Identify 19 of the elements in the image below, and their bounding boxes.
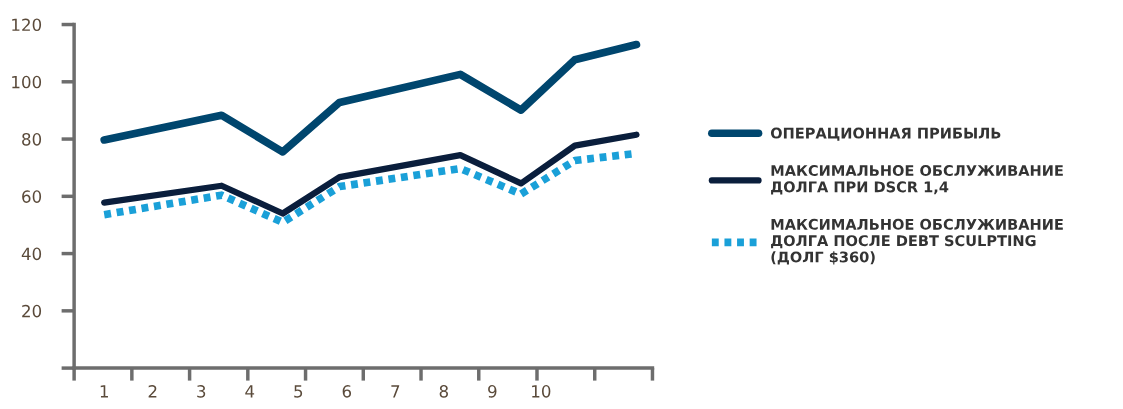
- x-tick-label: 9: [488, 385, 497, 398]
- x-tick-label: 5: [294, 385, 303, 398]
- x-tick-label: 8: [439, 385, 448, 398]
- x-tick-label: 6: [342, 385, 352, 398]
- legend-label: МАКСИМАЛЬНОЕ ОБСЛУЖИВАНИЕ ДОЛГА ПРИ DSCR 1,4: [771, 165, 1063, 195]
- x-tick-label: 2: [148, 385, 157, 398]
- legend-label: МАКСИМАЛЬНОЕ ОБСЛУЖИВАНИЕ ДОЛГА ПОСЛЕ DEBT SCULPTING (ДОЛГ $360): [771, 218, 1063, 265]
- x-tick-label: 1: [100, 385, 108, 398]
- y-tick-label: 60: [22, 190, 42, 203]
- y-tick-label: 80: [22, 133, 42, 146]
- x-tick-label: 3: [197, 385, 206, 398]
- y-tick-label: 100: [12, 75, 42, 89]
- y-tick-label: 40: [21, 247, 42, 261]
- x-tick-label: 10: [532, 385, 551, 398]
- y-tick-label: 20: [22, 304, 42, 318]
- legend-label: ОПЕРАЦИОННАЯ ПРИБЫЛЬ: [770, 127, 1001, 141]
- x-tick-label: 7: [391, 385, 400, 398]
- y-tick-label: 120: [12, 18, 42, 32]
- x-tick-label: 4: [245, 385, 255, 398]
